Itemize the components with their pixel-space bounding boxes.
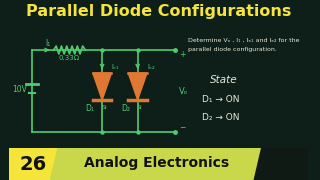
- Polygon shape: [128, 73, 147, 100]
- Text: −: −: [179, 123, 185, 132]
- Text: D₁ → ON: D₁ → ON: [202, 95, 240, 104]
- Polygon shape: [93, 73, 111, 100]
- Text: D₁: D₁: [85, 103, 94, 112]
- Text: Vₒ: Vₒ: [179, 87, 188, 96]
- Text: I₁: I₁: [45, 39, 51, 48]
- Text: Iₑ₁: Iₑ₁: [111, 64, 119, 70]
- Text: Iₑ₂: Iₑ₂: [147, 64, 155, 70]
- Text: 26: 26: [19, 154, 47, 174]
- Text: Determine Vₒ , I₁ , Iₑ₁ and Iₑ₂ for the: Determine Vₒ , I₁ , Iₑ₁ and Iₑ₂ for the: [188, 38, 300, 43]
- Text: Si: Si: [137, 105, 142, 109]
- Text: parallel diode configuration.: parallel diode configuration.: [188, 47, 277, 52]
- Polygon shape: [50, 148, 261, 180]
- Text: Si: Si: [101, 105, 107, 109]
- Text: 0.33Ω: 0.33Ω: [59, 55, 80, 61]
- Text: 10V: 10V: [12, 84, 27, 93]
- Text: +: +: [179, 50, 185, 59]
- Bar: [9, 148, 308, 180]
- Text: Analog Electronics: Analog Electronics: [84, 156, 229, 170]
- Text: D₂: D₂: [121, 103, 130, 112]
- Text: Parallel Diode Configurations: Parallel Diode Configurations: [26, 3, 291, 19]
- Text: D₂ → ON: D₂ → ON: [202, 113, 240, 122]
- Text: State: State: [210, 75, 237, 85]
- Polygon shape: [9, 148, 63, 180]
